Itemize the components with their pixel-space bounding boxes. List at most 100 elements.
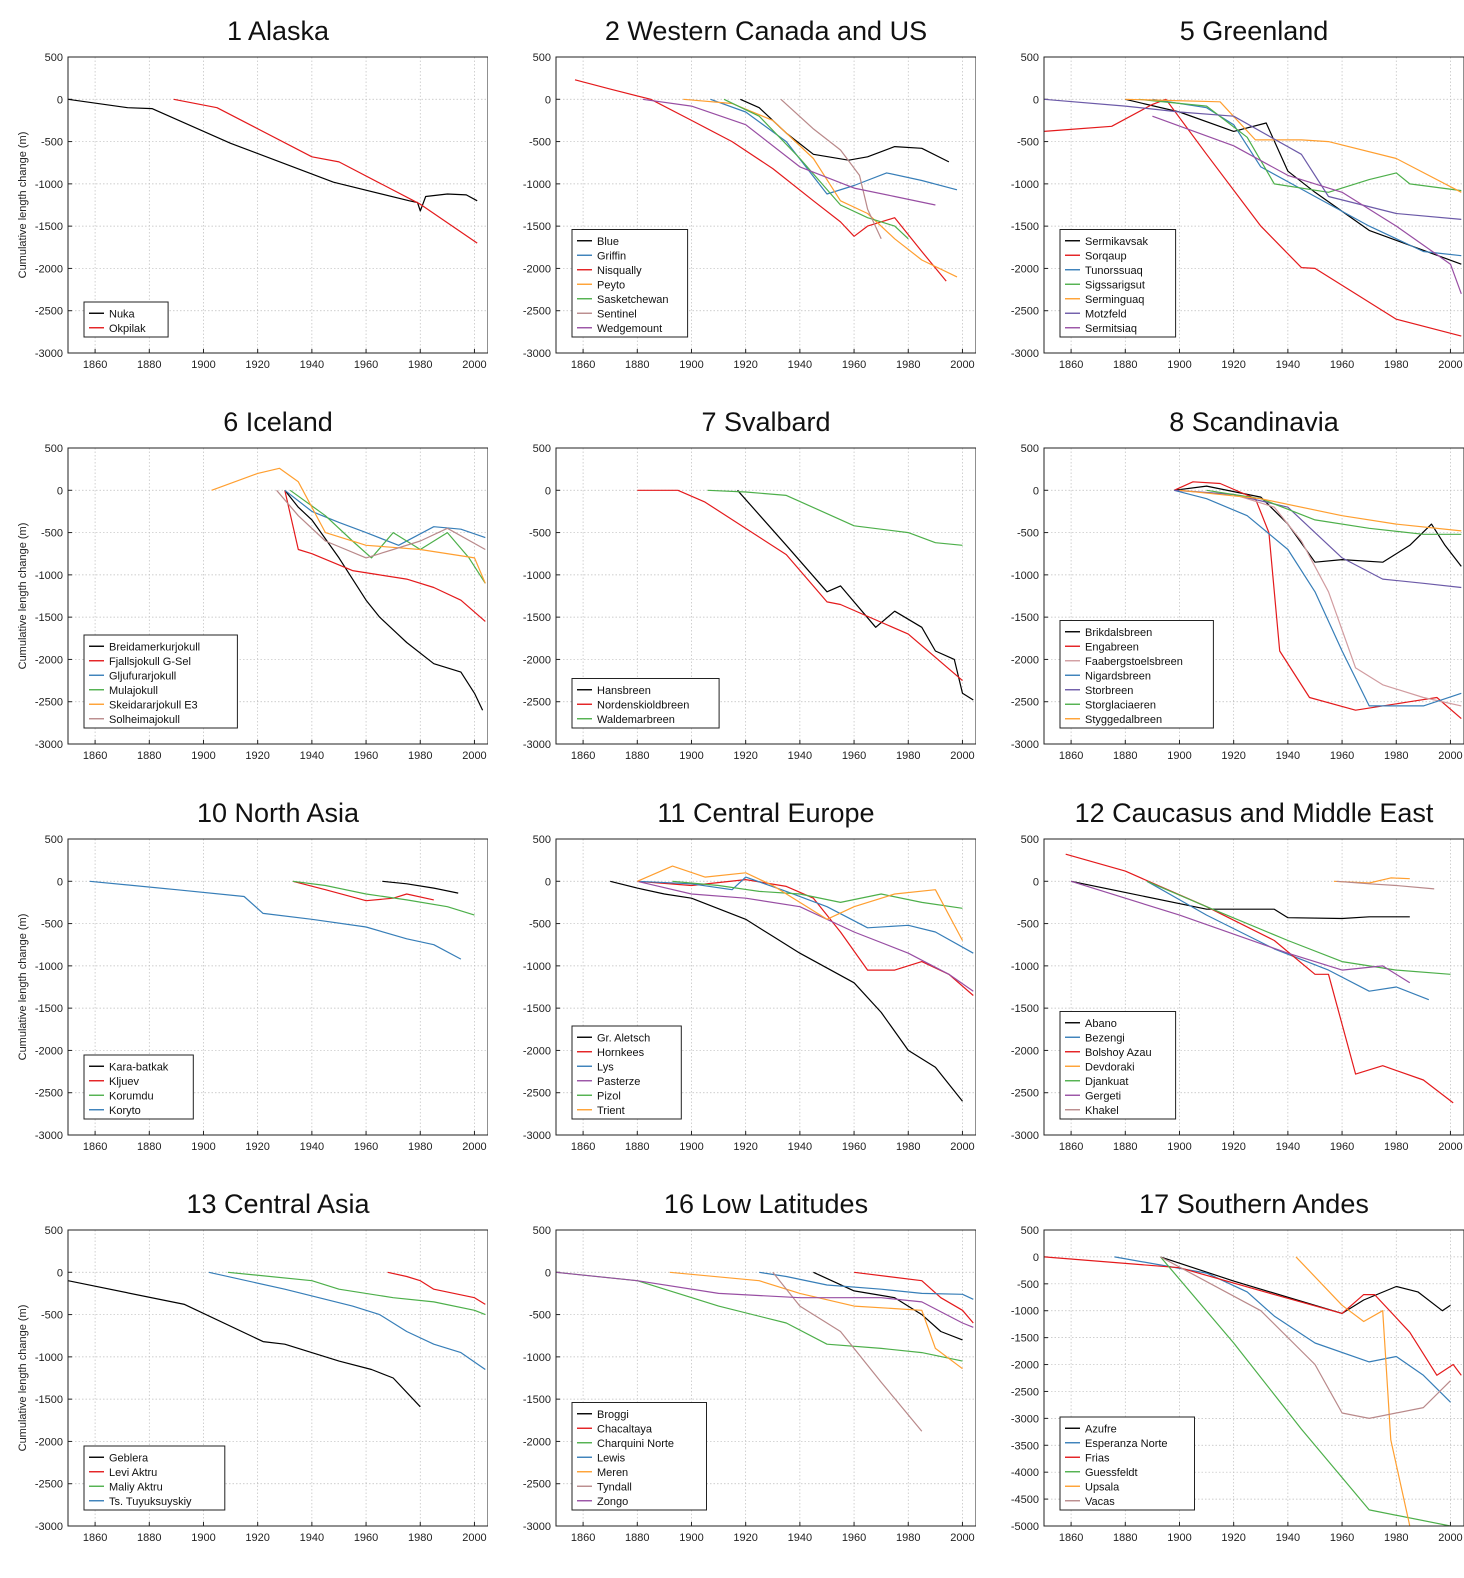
x-tick-label: 1880	[1113, 1141, 1137, 1153]
chart-panel-7: 10 North Asia 500 0 -500 -1000 -1500 -2000 -250…	[17, 798, 488, 1153]
y-tick-label: -1000	[1011, 1306, 1039, 1318]
y-tick-label: 500	[533, 52, 551, 64]
y-tick-label: -1500	[523, 1003, 551, 1015]
y-tick-label: 500	[1021, 834, 1039, 846]
y-axis-label: Cumulative length change (m)	[17, 914, 29, 1061]
series-line-kljuev	[292, 880, 434, 902]
x-tick-label: 1860	[83, 359, 107, 371]
series-line-upsala	[1295, 1256, 1411, 1526]
x-tick-label: 1980	[408, 750, 432, 762]
y-tick-label: 500	[45, 1225, 63, 1237]
y-tick-label: -1500	[1011, 221, 1039, 233]
legend-label: Gr. Aletsch	[597, 1032, 650, 1044]
y-tick-label: -3000	[35, 739, 63, 751]
x-tick-label: 1940	[788, 1141, 812, 1153]
series-line-lys	[637, 876, 974, 954]
y-tick-label: -500	[1017, 919, 1039, 931]
y-tick-label: 0	[1033, 876, 1039, 888]
legend-label: Charquini Norte	[597, 1438, 674, 1450]
x-tick-label: 1860	[83, 750, 107, 762]
legend-label: Bezengi	[1085, 1032, 1125, 1044]
y-tick-label: -3000	[35, 1521, 63, 1533]
x-tick-label: 1980	[896, 1141, 920, 1153]
x-tick-label: 1880	[625, 750, 649, 762]
y-tick-label: -1500	[523, 612, 551, 624]
legend: Brikdalsbreen Engabreen Faabergstoelsbreen…	[1059, 620, 1214, 729]
legend-label: Pasterze	[597, 1076, 640, 1088]
series-line-peyto	[683, 98, 958, 278]
legend: Blue Griffin Nisqually Peyto Sasketchewan Sen…	[571, 229, 689, 338]
x-tick-label: 1940	[1276, 359, 1300, 371]
y-tick-label: -2000	[35, 654, 63, 666]
plot-frame	[1043, 838, 1464, 1136]
legend: Gr. Aletsch Hornkees Lys Pasterze Pizol Trien…	[571, 1025, 682, 1120]
x-tick-label: 1980	[408, 1532, 432, 1544]
series-line-engabreen	[1173, 481, 1462, 720]
plot-frame	[555, 838, 976, 1136]
legend-label: Brikdalsbreen	[1085, 627, 1152, 639]
y-tick-label: -1000	[35, 1352, 63, 1364]
x-tick-label: 1880	[137, 1532, 161, 1544]
series-line-koryto	[89, 880, 462, 960]
x-tick-label: 1920	[245, 1141, 269, 1153]
series-group	[1044, 1256, 1462, 1526]
x-tick-label: 1920	[733, 359, 757, 371]
series-line-motzfeld	[1044, 98, 1462, 220]
y-tick-label: -2000	[1011, 654, 1039, 666]
chart-title: 13 Central Asia	[186, 1189, 370, 1219]
x-tick-label: 1920	[245, 359, 269, 371]
legend-label: Blue	[597, 236, 619, 248]
chart-title: 11 Central Europe	[657, 798, 874, 828]
y-tick-label: -1500	[1011, 1333, 1039, 1345]
series-group	[211, 467, 486, 711]
series-line-gr-aletsch	[610, 880, 963, 1102]
y-tick-label: -1500	[1011, 612, 1039, 624]
y-tick-label: -2500	[523, 306, 551, 318]
series-line-azufre	[1160, 1256, 1451, 1314]
series-line-pizol	[672, 880, 963, 909]
series-line-levi-aktru	[387, 1271, 486, 1305]
series-line-geblera	[68, 1280, 421, 1408]
series-line-lewis	[759, 1271, 974, 1300]
series-line-bezengi	[1146, 880, 1430, 1001]
chart-panel-11: 16 Low Latitudes 500 0 -500 -1000 -1500 -2000 -…	[523, 1189, 976, 1544]
x-tick-label: 1880	[137, 750, 161, 762]
x-tick-label: 1900	[1167, 359, 1191, 371]
series-line-styggedalbreen	[1179, 489, 1462, 532]
x-tick-label: 1980	[1384, 359, 1408, 371]
y-tick-label: -2500	[1011, 306, 1039, 318]
x-tick-label: 1960	[354, 750, 378, 762]
x-tick-label: 2000	[950, 750, 974, 762]
y-tick-label: -1500	[35, 1394, 63, 1406]
y-tick-label: 500	[533, 443, 551, 455]
x-tick-label: 1900	[679, 1141, 703, 1153]
legend-label: Djankuat	[1085, 1076, 1128, 1088]
legend-box	[571, 678, 720, 729]
y-tick-label: -500	[529, 919, 551, 931]
x-tick-label: 1860	[1059, 750, 1083, 762]
y-tick-label: -500	[1017, 137, 1039, 149]
x-tick-label: 1940	[300, 1532, 324, 1544]
x-tick-label: 1920	[1221, 1141, 1245, 1153]
legend-label: Sentinel	[597, 308, 637, 320]
y-tick-label: -2000	[523, 1045, 551, 1057]
x-tick-label: 1900	[679, 750, 703, 762]
x-tick-label: 1880	[1113, 359, 1137, 371]
series-group	[68, 98, 478, 244]
x-tick-label: 1920	[245, 1532, 269, 1544]
legend-label: Nisqually	[597, 265, 642, 277]
y-tick-label: -2500	[1011, 697, 1039, 709]
legend-box	[83, 634, 238, 729]
plot-frame	[67, 447, 488, 745]
plot-frame	[67, 56, 488, 354]
x-tick-label: 1940	[300, 1141, 324, 1153]
x-tick-label: 1860	[1059, 1141, 1083, 1153]
series-line-gljufurarjokull	[284, 489, 486, 546]
x-tick-label: 1980	[1384, 750, 1408, 762]
series-line-khakel	[1336, 880, 1435, 890]
legend-label: Vacas	[1085, 1496, 1115, 1508]
y-tick-label: 0	[57, 485, 63, 497]
legend-label: Levi Aktru	[109, 1467, 157, 1479]
y-tick-label: -1000	[523, 570, 551, 582]
y-tick-label: -500	[529, 1310, 551, 1322]
